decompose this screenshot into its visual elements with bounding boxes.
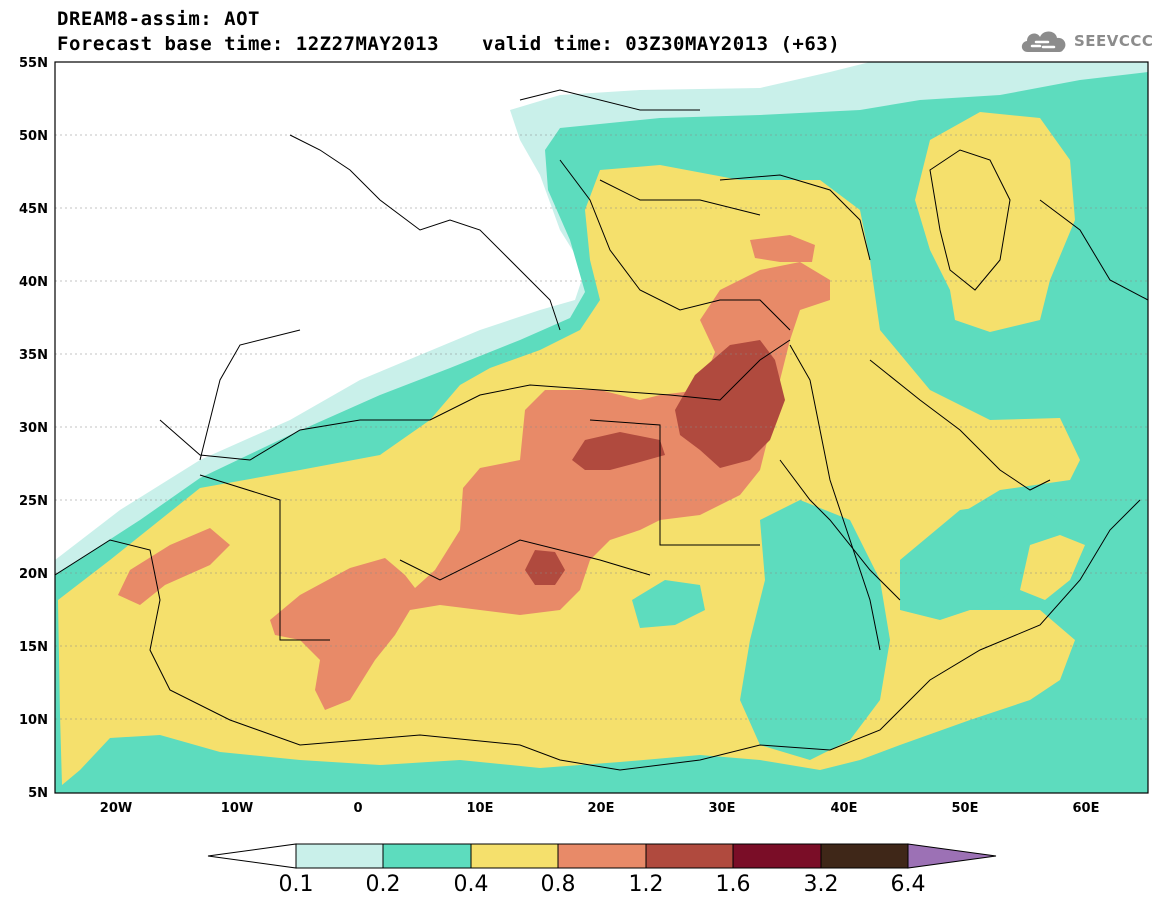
aot-contour-1.2-east (675, 340, 785, 468)
aot-contour-1.2-tibesti (525, 550, 565, 585)
lon-label: 0 (353, 801, 362, 816)
colorbar-swatch (470, 843, 559, 869)
lon-label: 60E (1073, 801, 1100, 816)
colorbar-label: 1.2 (629, 872, 664, 897)
colorbar: 0.1 0.2 0.4 0.8 1.2 1.6 3.2 6.4 (207, 843, 997, 897)
forecast-base-time: Forecast base time: 12Z27MAY2013 (57, 33, 440, 55)
aot-contour-0.4-yemen (1020, 535, 1085, 600)
aot-contour-0.8-turkey (750, 235, 815, 262)
aot-contour-0.4-caspian (915, 112, 1075, 332)
colorbar-swatch (645, 843, 734, 869)
aot-contour-0.8-main (270, 262, 830, 710)
map-frame (54, 61, 1149, 794)
lon-label: 40E (831, 801, 858, 816)
colorbar-upper-arrow (907, 843, 997, 869)
colorbar-label: 0.2 (366, 872, 401, 897)
aot-contour-1.2 (572, 432, 665, 470)
lat-label: 35N (19, 348, 48, 363)
aot-contour-0.8 (118, 528, 230, 605)
lat-label: 25N (19, 494, 48, 509)
colorbar-swatch (557, 843, 647, 869)
lat-label: 30N (19, 421, 48, 436)
colorbar-label: 6.4 (891, 872, 926, 897)
lat-label: 45N (19, 202, 48, 217)
lon-label: 50E (952, 801, 979, 816)
lat-label: 40N (19, 275, 48, 290)
lon-label: 10E (467, 801, 494, 816)
colorbar-swatch (732, 843, 822, 869)
cloud-icon (1021, 31, 1066, 52)
longitude-labels: 20W 10W 0 10E 20E 30E 40E 50E 60E (100, 801, 1100, 816)
graticule (55, 134, 1148, 720)
lat-label: 20N (19, 567, 48, 582)
colorbar-swatch (295, 843, 384, 869)
lon-label: 20W (100, 801, 132, 816)
lat-label: 55N (19, 56, 48, 71)
lat-label: 15N (19, 640, 48, 655)
aot-contour-0.2-south (740, 500, 890, 760)
latitude-labels: 55N 50N 45N 40N 35N 30N 25N 20N 15N 10N … (19, 56, 48, 801)
lat-label: 5N (28, 786, 48, 801)
seevccc-logo: SEEVCCC (1018, 26, 1153, 56)
lon-label: 20E (588, 801, 615, 816)
logo-text: SEEVCCC (1074, 32, 1154, 50)
lat-label: 10N (19, 713, 48, 728)
valid-time: valid time: 03Z30MAY2013 (+63) (482, 33, 841, 55)
aot-contour-0.2-chad (632, 580, 705, 628)
lon-label: 10W (221, 801, 253, 816)
coastlines-borders (55, 89, 1148, 771)
colorbar-label: 1.6 (716, 872, 751, 897)
colorbar-label: 0.8 (541, 872, 576, 897)
map-title: DREAM8-assim: AOT (57, 8, 260, 30)
map-area (55, 62, 1148, 793)
aot-contour-0.2-arabia (900, 500, 1060, 620)
lon-label: 30E (709, 801, 736, 816)
colorbar-lower-arrow (207, 843, 297, 869)
colorbar-label: 0.4 (454, 872, 489, 897)
colorbar-label: 0.1 (279, 872, 314, 897)
lat-label: 50N (19, 129, 48, 144)
colorbar-swatch (820, 843, 909, 869)
colorbar-label: 3.2 (804, 872, 839, 897)
colorbar-swatch (382, 843, 472, 869)
